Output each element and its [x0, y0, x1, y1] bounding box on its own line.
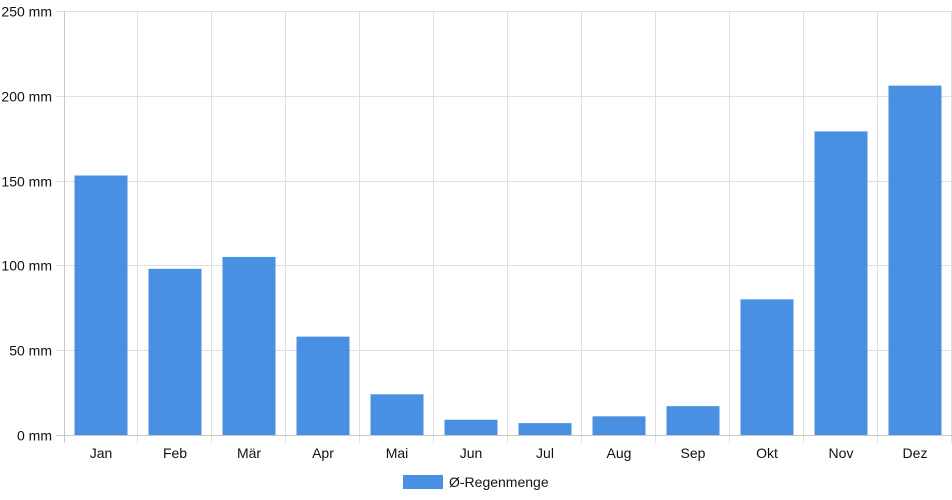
- bar[interactable]: [370, 394, 424, 435]
- y-tick-label: 150 mm: [1, 174, 52, 190]
- legend[interactable]: Ø-Regenmenge: [403, 474, 549, 490]
- y-tick-label: 100 mm: [1, 258, 52, 274]
- x-tick-label: Feb: [163, 445, 187, 461]
- x-tick-label: Aug: [607, 445, 632, 461]
- bar[interactable]: [518, 423, 572, 435]
- bar[interactable]: [740, 299, 794, 435]
- x-tick-label: Mai: [386, 445, 409, 461]
- bar[interactable]: [222, 256, 276, 435]
- legend-label: Ø-Regenmenge: [449, 474, 549, 490]
- x-tick-label: Okt: [756, 445, 778, 461]
- axes: [56, 11, 952, 443]
- x-tick-label: Dez: [903, 445, 928, 461]
- bar[interactable]: [444, 419, 498, 435]
- x-tick-label: Mär: [237, 445, 261, 461]
- y-tick-label: 250 mm: [1, 4, 52, 20]
- y-tick-label: 50 mm: [9, 343, 52, 359]
- x-tick-label: Jan: [90, 445, 113, 461]
- bar[interactable]: [888, 85, 942, 436]
- x-tick-label: Sep: [681, 445, 706, 461]
- x-tick-label: Nov: [829, 445, 854, 461]
- x-tick-label: Jul: [536, 445, 554, 461]
- bar-series: [74, 85, 942, 436]
- bar[interactable]: [592, 416, 646, 435]
- bar[interactable]: [296, 336, 350, 435]
- bar[interactable]: [666, 406, 720, 435]
- bar[interactable]: [74, 175, 128, 435]
- x-tick-label: Apr: [312, 445, 334, 461]
- bar[interactable]: [814, 131, 868, 435]
- y-axis-tick-labels: 0 mm 50 mm 100 mm 150 mm 200 mm 250 mm: [1, 4, 52, 444]
- legend-swatch: [403, 475, 443, 489]
- bar[interactable]: [148, 268, 202, 435]
- y-tick-label: 0 mm: [17, 428, 52, 444]
- y-tick-label: 200 mm: [1, 89, 52, 105]
- x-tick-label: Jun: [460, 445, 483, 461]
- x-axis-tick-labels: Jan Feb Mär Apr Mai Jun Jul Aug Sep Okt Nov Dez: [90, 445, 928, 461]
